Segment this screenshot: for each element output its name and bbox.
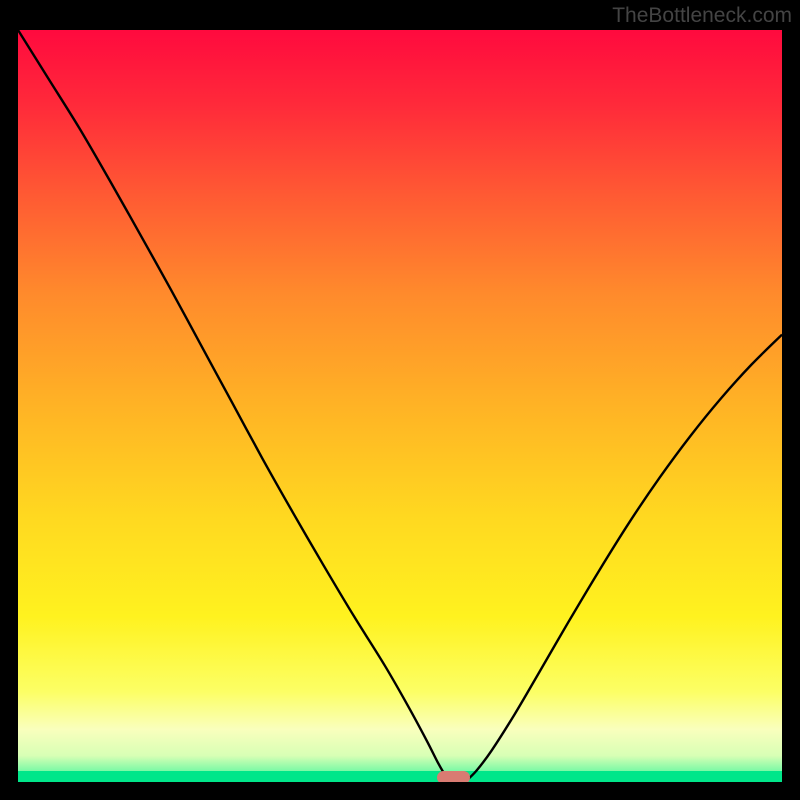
optimal-marker: [437, 771, 469, 782]
bottleneck-curve: [18, 30, 782, 782]
curve-left-branch: [18, 30, 452, 782]
curve-right-branch: [465, 335, 782, 782]
plot-area: [18, 30, 782, 782]
watermark-text: TheBottleneck.com: [612, 4, 792, 28]
